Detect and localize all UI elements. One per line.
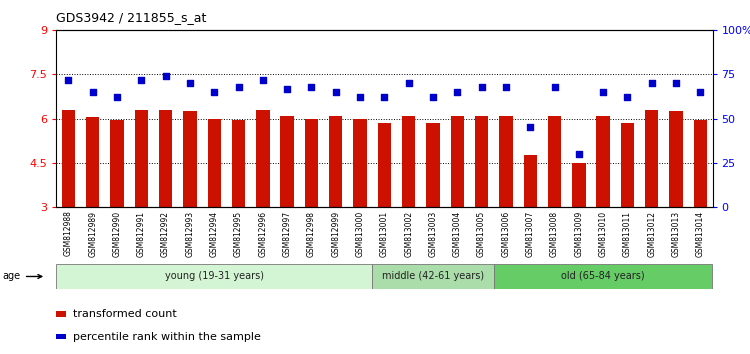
Text: transformed count: transformed count — [73, 309, 176, 319]
Bar — [232, 120, 245, 207]
Bar — [500, 116, 512, 207]
Bar — [329, 116, 343, 207]
Bar — [183, 111, 196, 207]
Text: percentile rank within the sample: percentile rank within the sample — [73, 331, 260, 342]
Bar — [475, 116, 488, 207]
Text: GSM812990: GSM812990 — [112, 211, 122, 257]
Text: GSM812988: GSM812988 — [64, 211, 73, 256]
Text: GSM813005: GSM813005 — [477, 211, 486, 257]
Point — [597, 89, 609, 95]
Bar — [135, 110, 148, 207]
Bar — [669, 111, 682, 207]
Text: GSM813011: GSM813011 — [623, 211, 632, 257]
Bar — [645, 110, 658, 207]
Point — [670, 80, 682, 86]
Point — [256, 77, 268, 82]
Bar — [62, 110, 75, 207]
Point — [500, 84, 512, 90]
Text: GSM813010: GSM813010 — [598, 211, 608, 257]
Text: GSM812998: GSM812998 — [307, 211, 316, 257]
Text: GSM813012: GSM813012 — [647, 211, 656, 257]
Point — [111, 95, 123, 100]
Text: young (19-31 years): young (19-31 years) — [165, 272, 264, 281]
Point — [452, 89, 464, 95]
Point — [330, 89, 342, 95]
Text: GSM812993: GSM812993 — [185, 211, 194, 257]
Text: GSM812991: GSM812991 — [136, 211, 146, 257]
Text: GSM813003: GSM813003 — [428, 211, 437, 257]
Bar — [110, 120, 124, 207]
Text: GDS3942 / 211855_s_at: GDS3942 / 211855_s_at — [56, 11, 206, 24]
Bar — [372, 264, 494, 289]
Point — [209, 89, 220, 95]
Bar — [451, 116, 464, 207]
Bar — [378, 123, 391, 207]
Point — [694, 89, 706, 95]
Bar — [280, 116, 294, 207]
Bar — [56, 333, 66, 339]
Text: GSM813008: GSM813008 — [550, 211, 559, 257]
Text: GSM813001: GSM813001 — [380, 211, 388, 257]
Point — [160, 73, 172, 79]
Text: GSM813000: GSM813000 — [356, 211, 364, 257]
Text: old (65-84 years): old (65-84 years) — [561, 272, 645, 281]
Point — [622, 95, 634, 100]
Text: GSM812995: GSM812995 — [234, 211, 243, 257]
Text: age: age — [3, 272, 42, 281]
Point — [281, 86, 293, 91]
Bar — [304, 119, 318, 207]
Point — [403, 80, 415, 86]
Bar — [256, 110, 269, 207]
Bar — [159, 110, 172, 207]
Text: GSM813004: GSM813004 — [453, 211, 462, 257]
Text: GSM812996: GSM812996 — [258, 211, 267, 257]
Bar — [56, 264, 372, 289]
Point — [646, 80, 658, 86]
Point — [476, 84, 488, 90]
Point — [427, 95, 439, 100]
Text: GSM813002: GSM813002 — [404, 211, 413, 257]
Text: middle (42-61 years): middle (42-61 years) — [382, 272, 484, 281]
Text: GSM813014: GSM813014 — [696, 211, 705, 257]
Point — [184, 80, 196, 86]
Point — [62, 77, 74, 82]
Bar — [694, 120, 707, 207]
Bar — [596, 116, 610, 207]
Bar — [86, 117, 100, 207]
Bar — [56, 311, 66, 317]
Point — [135, 77, 147, 82]
Bar — [353, 119, 367, 207]
Text: GSM812997: GSM812997 — [283, 211, 292, 257]
Bar — [494, 264, 712, 289]
Text: GSM813009: GSM813009 — [574, 211, 584, 257]
Text: GSM813007: GSM813007 — [526, 211, 535, 257]
Text: GSM813013: GSM813013 — [671, 211, 680, 257]
Point — [548, 84, 560, 90]
Bar — [426, 123, 439, 207]
Point — [232, 84, 244, 90]
Bar — [548, 116, 561, 207]
Bar — [524, 155, 537, 207]
Point — [87, 89, 99, 95]
Text: GSM812992: GSM812992 — [161, 211, 170, 257]
Point — [305, 84, 317, 90]
Bar — [208, 119, 221, 207]
Point — [524, 125, 536, 130]
Point — [354, 95, 366, 100]
Bar — [572, 163, 586, 207]
Text: GSM812994: GSM812994 — [210, 211, 219, 257]
Bar — [402, 116, 416, 207]
Bar — [621, 123, 634, 207]
Text: GSM813006: GSM813006 — [502, 211, 511, 257]
Point — [573, 151, 585, 157]
Text: GSM812999: GSM812999 — [332, 211, 340, 257]
Text: GSM812989: GSM812989 — [88, 211, 98, 257]
Point — [378, 95, 390, 100]
